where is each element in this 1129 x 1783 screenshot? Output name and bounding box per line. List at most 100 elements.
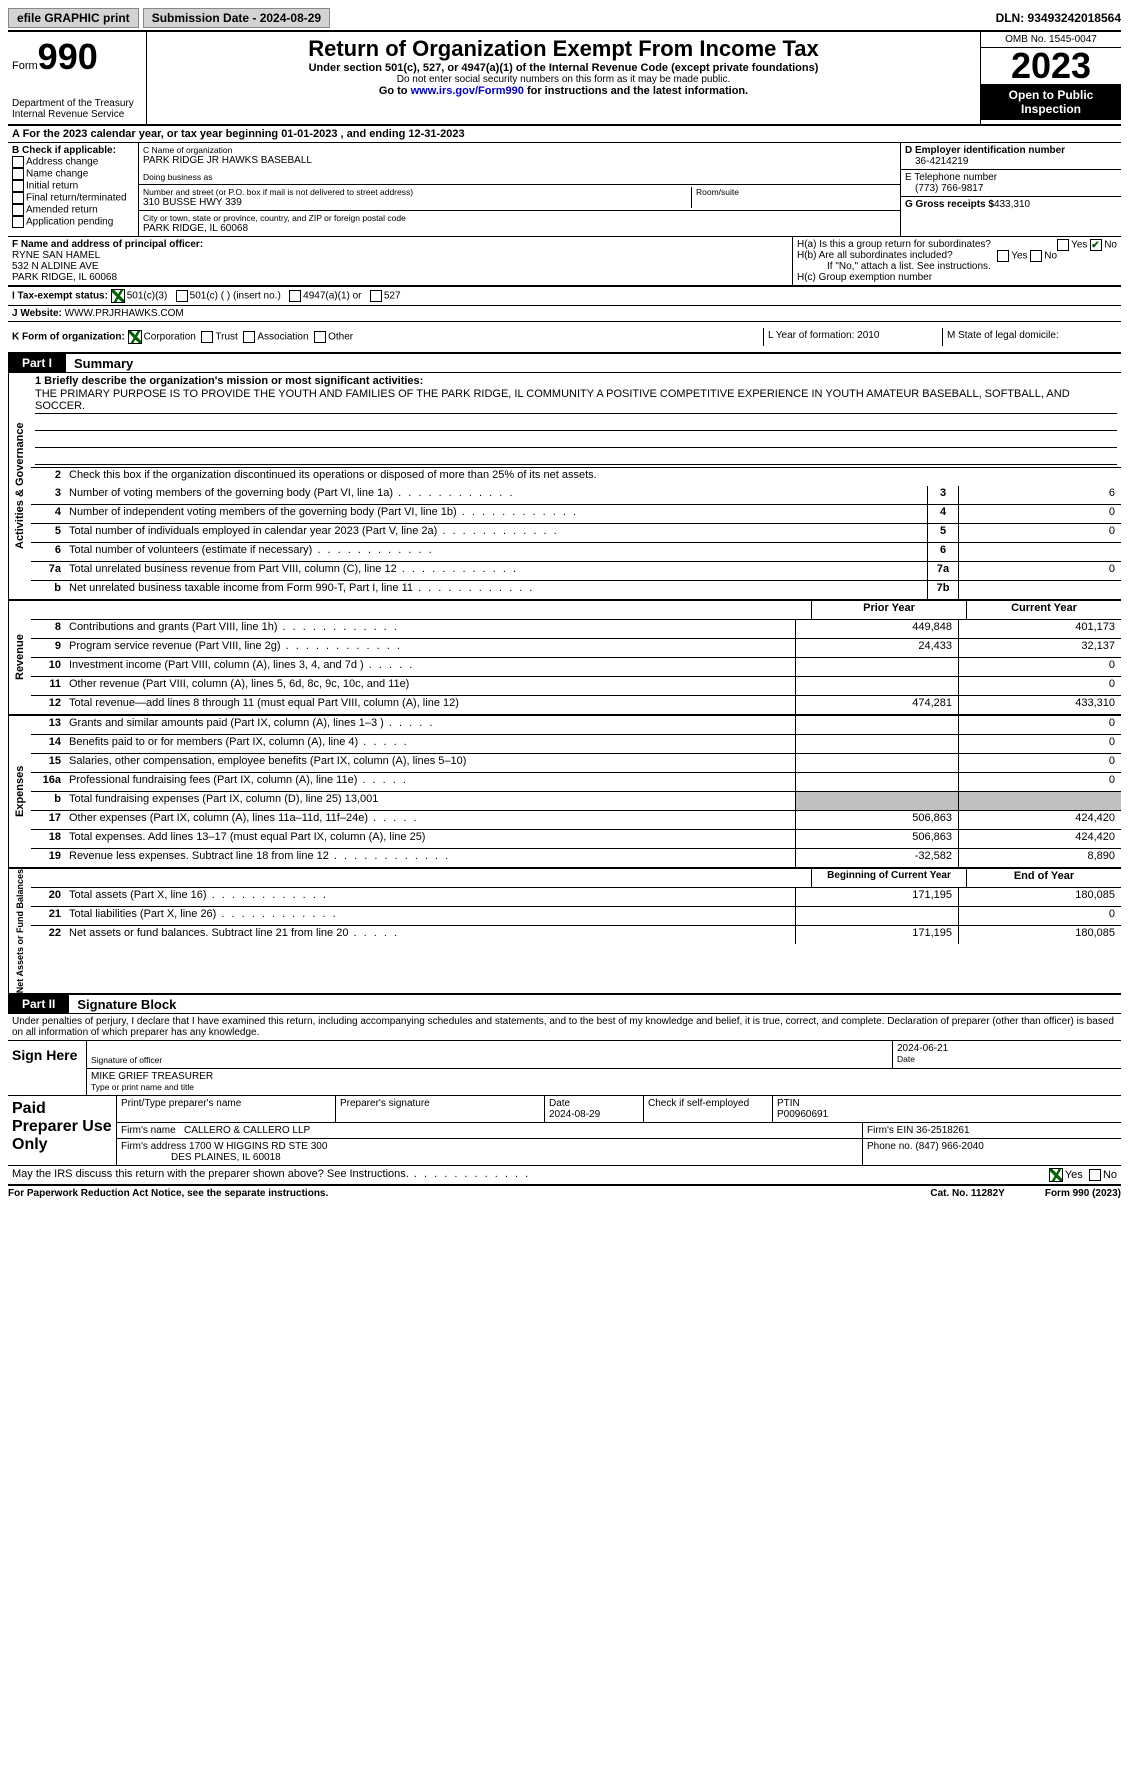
line-16a: Professional fundraising fees (Part IX, …	[65, 773, 795, 791]
c21: 0	[958, 907, 1121, 925]
phone-value: (773) 766-9817	[905, 183, 1117, 194]
part2-header: Part II Signature Block	[8, 995, 1121, 1013]
street-address: 310 BUSSE HWY 339	[143, 197, 687, 208]
chk-assoc[interactable]	[243, 331, 255, 343]
website-label: J Website:	[12, 308, 62, 319]
part1-header: Part I Summary	[8, 354, 1121, 372]
chk-trust[interactable]	[201, 331, 213, 343]
open-inspection: Open to Public Inspection	[981, 84, 1121, 120]
chk-application-pending[interactable]: Application pending	[12, 216, 134, 228]
c8: 401,173	[958, 620, 1121, 638]
firm-phone-label: Phone no.	[867, 1141, 913, 1152]
row-j-website: J Website: WWW.PRJRHAWKS.COM	[8, 306, 1121, 322]
form-subtitle: Under section 501(c), 527, or 4947(a)(1)…	[153, 62, 974, 74]
sig-date-label: Date	[897, 1054, 915, 1064]
chk-4947[interactable]	[289, 290, 301, 302]
line-14: Benefits paid to or for members (Part IX…	[65, 735, 795, 753]
cat-number: Cat. No. 11282Y	[930, 1188, 1004, 1199]
line-5: Total number of individuals employed in …	[65, 524, 927, 542]
org-form-label: K Form of organization:	[12, 332, 125, 343]
tax-year: 2023	[981, 48, 1121, 84]
line-9: Program service revenue (Part VIII, line…	[65, 639, 795, 657]
chk-discuss-yes[interactable]	[1049, 1168, 1063, 1182]
col-f-officer: F Name and address of principal officer:…	[8, 237, 792, 285]
hdr-current-year: Current Year	[966, 601, 1121, 619]
c22: 180,085	[958, 926, 1121, 944]
c16a: 0	[958, 773, 1121, 791]
chk-address-change[interactable]: Address change	[12, 156, 134, 168]
efile-button[interactable]: efile GRAPHIC print	[8, 8, 139, 28]
vtab-netassets: Net Assets or Fund Balances	[8, 869, 31, 993]
p22: 171,195	[795, 926, 958, 944]
p18: 506,863	[795, 830, 958, 848]
chk-final-return[interactable]: Final return/terminated	[12, 192, 134, 204]
p13	[795, 716, 958, 734]
line-15: Salaries, other compensation, employee b…	[65, 754, 795, 772]
ein-cell: D Employer identification number 36-4214…	[901, 143, 1121, 170]
c14: 0	[958, 735, 1121, 753]
org-name-cell: C Name of organization PARK RIDGE JR HAW…	[139, 143, 900, 185]
p20: 171,195	[795, 888, 958, 906]
ptin-value: P00960691	[777, 1109, 828, 1120]
street-label: Number and street (or P.O. box if mail i…	[143, 187, 687, 197]
val-4: 0	[958, 505, 1121, 523]
prep-date: 2024-08-29	[549, 1109, 600, 1120]
chk-discuss-no[interactable]	[1089, 1169, 1101, 1181]
row-k-org-form: K Form of organization: Corporation Trus…	[8, 322, 1121, 354]
firm-ein-label: Firm's EIN	[867, 1125, 913, 1136]
p17: 506,863	[795, 811, 958, 829]
vtab-revenue: Revenue	[8, 601, 31, 714]
state-domicile: M State of legal domicile:	[942, 328, 1121, 346]
org-name-label: C Name of organization	[143, 145, 896, 155]
val-7a: 0	[958, 562, 1121, 580]
line-7b: Net unrelated business taxable income fr…	[65, 581, 927, 599]
chk-corp[interactable]	[128, 330, 142, 344]
firm-addr-label: Firm's address	[121, 1141, 186, 1152]
website-value: WWW.PRJRHAWKS.COM	[65, 308, 184, 319]
goto-line: Go to www.irs.gov/Form990 for instructio…	[153, 85, 974, 97]
c16b-grey	[958, 792, 1121, 810]
line-12: Total revenue—add lines 8 through 11 (mu…	[65, 696, 795, 714]
city-label: City or town, state or province, country…	[143, 213, 896, 223]
chk-527[interactable]	[370, 290, 382, 302]
prep-sig-label: Preparer's signature	[340, 1098, 430, 1109]
dba-label: Doing business as	[143, 172, 896, 182]
year-formation: L Year of formation: 2010	[763, 328, 942, 346]
line-17: Other expenses (Part IX, column (A), lin…	[65, 811, 795, 829]
chk-501c3[interactable]	[111, 289, 125, 303]
firm-name: CALLERO & CALLERO LLP	[184, 1125, 310, 1136]
ptin-label: PTIN	[777, 1098, 800, 1109]
p16b-grey	[795, 792, 958, 810]
p8: 449,848	[795, 620, 958, 638]
firm-addr1: 1700 W HIGGINS RD STE 300	[189, 1141, 327, 1152]
form-footer-label: Form 990 (2023)	[1045, 1188, 1121, 1199]
part2-title: Signature Block	[69, 997, 176, 1012]
p10	[795, 658, 958, 676]
p21	[795, 907, 958, 925]
form-990-number: 990	[38, 36, 98, 77]
line-11: Other revenue (Part VIII, column (A), li…	[65, 677, 795, 695]
line-13: Grants and similar amounts paid (Part IX…	[65, 716, 795, 734]
officer-addr2: PARK RIDGE, IL 60068	[12, 272, 117, 283]
discuss-text: May the IRS discuss this return with the…	[12, 1168, 1049, 1182]
col-b-checkboxes: B Check if applicable: Address change Na…	[8, 143, 139, 236]
line-7a: Total unrelated business revenue from Pa…	[65, 562, 927, 580]
part1-tab: Part I	[8, 354, 66, 372]
c11: 0	[958, 677, 1121, 695]
col-d-ein: D Employer identification number 36-4214…	[900, 143, 1121, 236]
chk-other[interactable]	[314, 331, 326, 343]
header-left: Form990 Department of the Treasury Inter…	[8, 32, 147, 124]
val-7b	[958, 581, 1121, 599]
chk-name-change[interactable]: Name change	[12, 168, 134, 180]
irs-link[interactable]: www.irs.gov/Form990	[411, 85, 524, 97]
p16a	[795, 773, 958, 791]
col-b-header: B Check if applicable:	[12, 145, 134, 156]
c17: 424,420	[958, 811, 1121, 829]
line-22: Net assets or fund balances. Subtract li…	[65, 926, 795, 944]
chk-501c[interactable]	[176, 290, 188, 302]
header-center: Return of Organization Exempt From Incom…	[147, 32, 980, 124]
firm-ein: 36-2518261	[916, 1125, 969, 1136]
form-header: Form990 Department of the Treasury Inter…	[8, 32, 1121, 126]
chk-initial-return[interactable]: Initial return	[12, 180, 134, 192]
chk-amended-return[interactable]: Amended return	[12, 204, 134, 216]
